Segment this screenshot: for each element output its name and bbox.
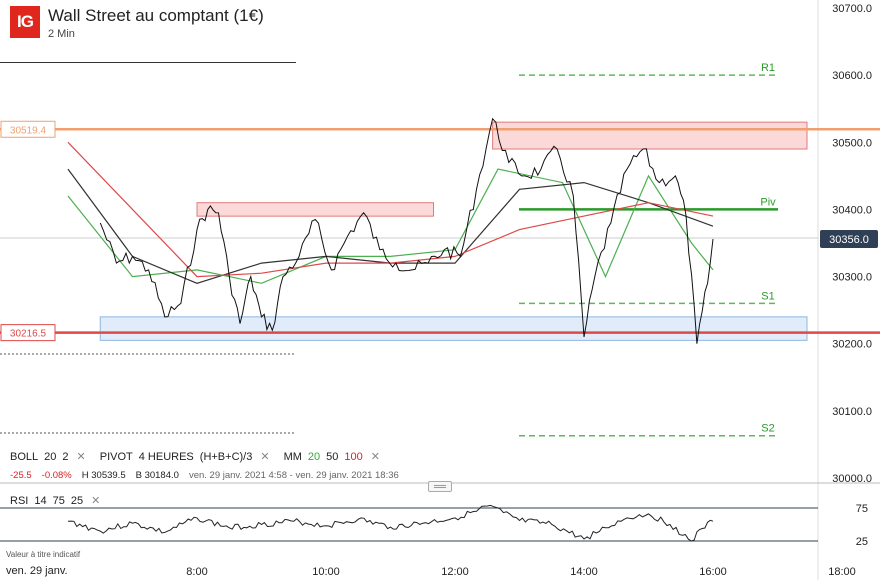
high-value: H 30539.5 — [81, 470, 126, 481]
pivot-level-label: S1 — [761, 290, 774, 302]
change-value: -25.5 — [10, 470, 32, 481]
y-tick-label: 30100.0 — [832, 406, 872, 418]
mm20-line — [67, 168, 714, 284]
panel-resize-handle[interactable] — [428, 481, 452, 492]
key-level-label: 30216.5 — [10, 329, 47, 340]
pivot-param1: 4 HEURES — [138, 450, 194, 463]
key-level-box — [0, 120, 56, 138]
y-tick-label: 30700.0 — [832, 3, 872, 15]
stats-row: -25.5 -0.08% H 30539.5 B 30184.0 ven. 29… — [10, 470, 399, 481]
pivot-level-label: Piv — [760, 196, 776, 208]
brand-logo: IG — [10, 6, 40, 38]
x-tick-label: 10:00 — [312, 566, 340, 578]
close-icon[interactable]: ✕ — [76, 451, 86, 463]
boll-param2: 2 — [62, 450, 69, 463]
current-price-label: 30356.0 — [829, 234, 869, 246]
support-zone — [99, 316, 808, 341]
current-price-tag — [820, 229, 878, 248]
key-level-box — [0, 324, 56, 342]
rsi-legend: RSI 14 75 25 ✕ — [10, 494, 101, 508]
boll-param1: 20 — [44, 450, 57, 463]
mm100-param: 100 — [344, 450, 363, 463]
rsi-name[interactable]: RSI — [10, 494, 29, 507]
x-tick-label: 8:00 — [186, 566, 207, 578]
y-tick-label: 30500.0 — [832, 137, 872, 149]
mm50-line — [67, 168, 714, 284]
close-icon[interactable]: ✕ — [260, 451, 270, 463]
x-tick-label: 16:00 — [699, 566, 727, 578]
low-value: B 30184.0 — [135, 470, 179, 481]
mm-name[interactable]: MM — [283, 450, 302, 463]
pivot-level-label: S2 — [761, 423, 774, 435]
x-tick-label: 12:00 — [441, 566, 469, 578]
pivot-level-label: R1 — [761, 62, 775, 74]
rsi-param3: 25 — [70, 494, 84, 507]
change-percent: -0.08% — [41, 470, 72, 481]
instrument-title: Wall Street au comptant (1€) — [48, 6, 264, 25]
y-tick-label: 30600.0 — [832, 70, 872, 82]
mm50-param: 50 — [326, 450, 339, 463]
mm20-param: 20 — [307, 450, 321, 463]
y-tick-label: 30300.0 — [832, 272, 872, 284]
resistance-zone — [492, 121, 808, 150]
price-series-line — [99, 117, 714, 344]
y-tick-label: 30400.0 — [832, 204, 872, 216]
pivot-param2: (H+B+C)/3 — [199, 450, 253, 463]
pivot-name[interactable]: PIVOT — [99, 450, 133, 463]
boll-name[interactable]: BOLL — [10, 450, 39, 463]
date-label: ven. 29 janv. — [6, 565, 68, 577]
rsi-param2: 75 — [52, 494, 65, 507]
timeframe-label: 2 Min — [48, 28, 75, 40]
resistance-zone — [196, 202, 434, 217]
y-tick-label: 30200.0 — [832, 339, 872, 351]
plot-area — [0, 0, 818, 483]
rsi-series-line — [67, 504, 714, 542]
y-tick-label: 30000.0 — [832, 473, 872, 485]
rsi-level-label: 75 — [856, 503, 868, 515]
date-range: ven. 29 janv. 2021 4:58 - ven. 29 janv. … — [188, 470, 399, 481]
rsi-level-label: 25 — [856, 536, 868, 548]
header-divider — [0, 62, 296, 63]
indicative-note: Valeur à titre indicatif — [6, 550, 81, 559]
close-icon[interactable]: ✕ — [370, 451, 380, 463]
rsi-param1: 14 — [34, 494, 47, 507]
key-level-label: 30519.4 — [10, 125, 47, 136]
mm100-line — [67, 141, 714, 278]
x-tick-label: 18:00 — [828, 566, 856, 578]
x-tick-label: 14:00 — [570, 566, 598, 578]
close-icon[interactable]: ✕ — [91, 495, 101, 507]
indicator-legend: BOLL 20 2 ✕ PIVOT 4 HEURES (H+B+C)/3 ✕ M… — [10, 450, 380, 464]
